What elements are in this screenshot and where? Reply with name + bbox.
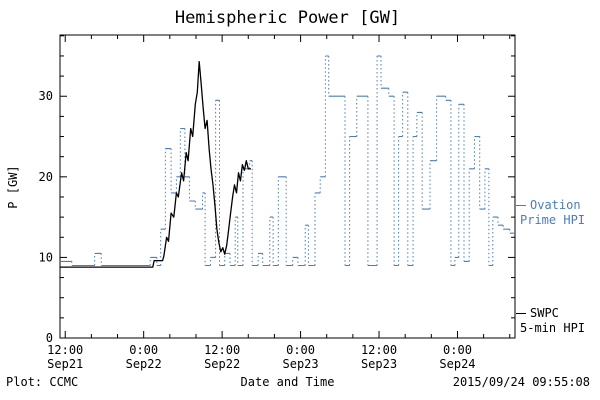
x-tick-time-label: 0:00 [443,343,472,357]
legend-row: SWPC [516,306,585,321]
x-tick-date-label: Sep22 [204,357,240,371]
legend-row: Ovation [516,198,585,213]
y-tick-label: 30 [39,89,53,103]
legend-label: 5-min HPI [520,321,586,335]
plot-border [59,34,516,339]
x-tick-time-label: 12:00 [47,343,83,357]
ovation-hpi-line [60,55,515,267]
x-tick-date-label: Sep22 [126,357,162,371]
x-tick-date-label: Sep21 [47,357,83,371]
y-tick-label: 0 [46,331,53,345]
y-tick-label: 10 [39,250,53,264]
legend-ovation-prime-hpi: Ovation Prime HPI [516,198,585,228]
ovation-step-verticals [71,56,511,266]
ovation-line-sample-icon [516,205,526,206]
legend-label: Ovation [530,198,581,212]
x-tick-time-label: 0:00 [129,343,158,357]
swpc-line-sample-icon [516,313,526,314]
x-tick-date-label: Sep23 [361,357,397,371]
swpc-hpi-line [60,60,251,268]
x-tick-time-label: 12:00 [361,343,397,357]
x-tick-time-label: 12:00 [204,343,240,357]
plot-source-text: Plot: CCMC [6,375,79,389]
x-axis-label: Date and Time [240,375,335,389]
x-tick-date-label: Sep23 [283,357,319,371]
legend-label: Prime HPI [520,213,586,227]
legend-label: SWPC [530,306,559,320]
x-tick-time-label: 0:00 [286,343,315,357]
chart-title: Hemispheric Power [GW] [174,8,401,28]
x-tick-date-label: Sep24 [439,357,475,371]
y-tick-label: 20 [39,170,53,184]
legend-swpc-5min-hpi: SWPC 5-min HPI [516,306,585,336]
timestamp-text: 2015/09/24 09:55:08 [452,375,590,389]
